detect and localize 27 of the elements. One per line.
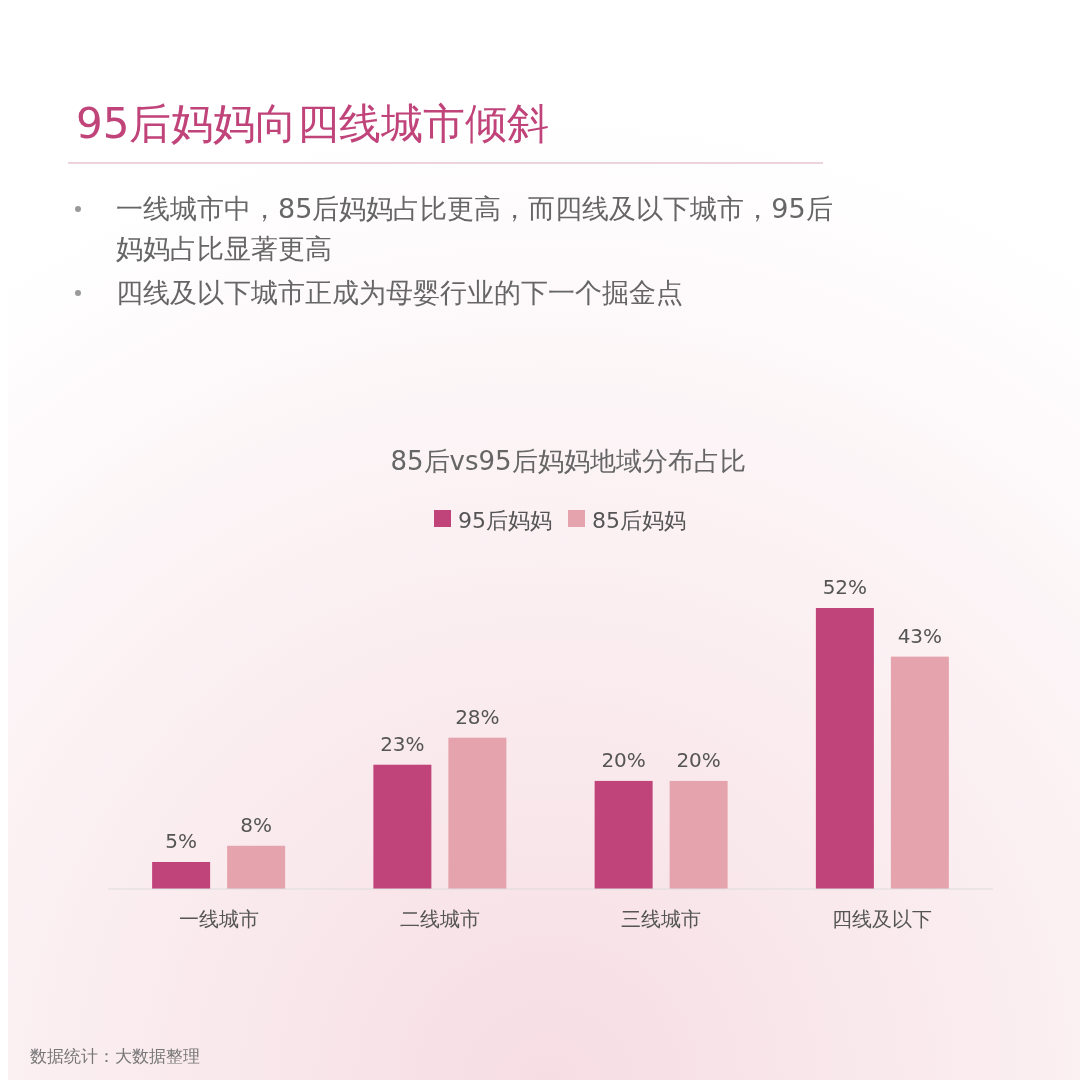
text: 数据统计：大数据整理 xyxy=(30,1046,200,1066)
x-tick-label: 三线城市 xyxy=(621,907,702,931)
bar xyxy=(594,780,653,889)
text: 四线及以下城市正成为母婴行业的下一个掘金点 xyxy=(116,277,683,308)
data-label: 5% xyxy=(165,828,197,853)
x-tick-label: 一线城市 xyxy=(178,907,259,931)
data-label: 28% xyxy=(455,704,500,729)
text: 一线城市中，85后妈妈占比更高，而四线及以下城市，95后妈妈占比显著更高 xyxy=(116,193,833,264)
chart-title: 95后妈妈向四线城市倾斜 xyxy=(76,99,550,148)
legend-label: 95后妈妈 xyxy=(458,508,552,533)
bar xyxy=(227,845,286,889)
data-label: 20% xyxy=(676,747,721,772)
data-label: 43% xyxy=(897,623,943,648)
bar xyxy=(373,764,432,889)
bar xyxy=(448,737,507,889)
data-label: 52% xyxy=(822,575,868,599)
x-tick-label: 二线城市 xyxy=(399,907,480,931)
chart-subtitle: 85后vs95后妈妈地域分布占比 xyxy=(390,446,746,476)
data-label: 20% xyxy=(601,747,646,772)
x-tick-label: 四线及以下 xyxy=(832,907,933,931)
bar xyxy=(152,861,211,889)
bar xyxy=(890,656,949,889)
data-label: 8% xyxy=(240,812,272,837)
legend-label: 85后妈妈 xyxy=(592,508,686,533)
bar xyxy=(815,608,874,889)
data-label: 23% xyxy=(380,731,425,756)
bar xyxy=(669,780,728,889)
